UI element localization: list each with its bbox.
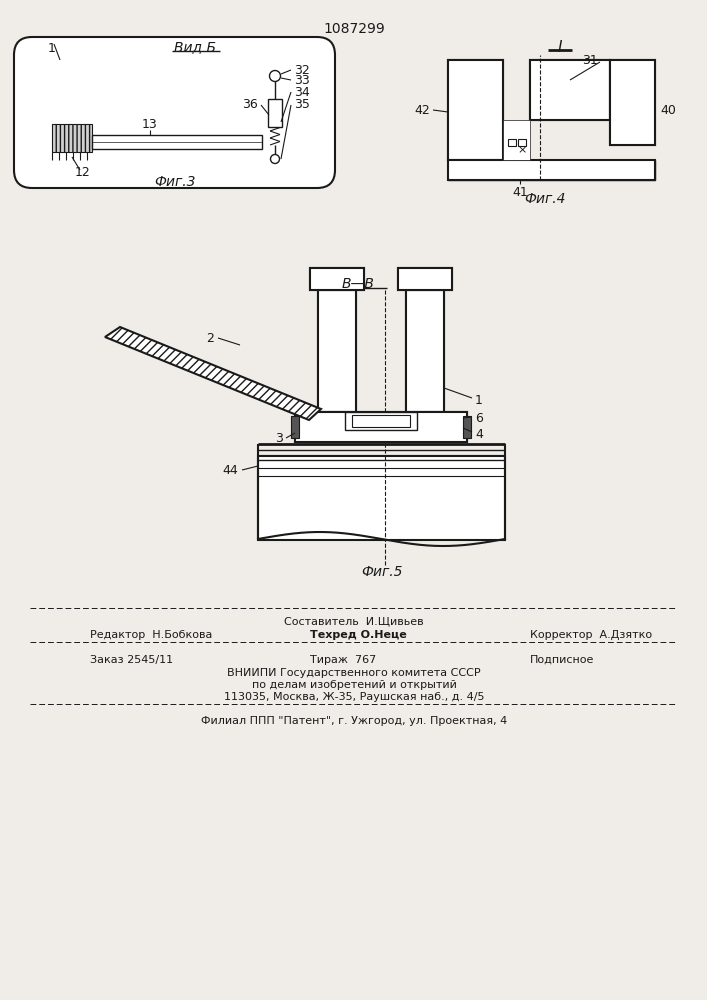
Text: Филиал ППП "Патент", г. Ужгород, ул. Проектная, 4: Филиал ППП "Патент", г. Ужгород, ул. Про…: [201, 716, 507, 726]
Text: Составитель  И.Щивьев: Составитель И.Щивьев: [284, 616, 423, 626]
Text: 36: 36: [243, 99, 258, 111]
Text: 1: 1: [48, 42, 56, 55]
Bar: [463, 416, 471, 438]
Text: 33: 33: [294, 74, 310, 87]
Text: 31: 31: [583, 53, 598, 66]
Bar: [518, 139, 526, 146]
Text: 6: 6: [475, 412, 483, 424]
Bar: [318, 290, 356, 412]
Text: Вид Б: Вид Б: [174, 40, 216, 54]
Bar: [318, 290, 356, 412]
Bar: [295, 412, 467, 442]
Text: Фиг.3: Фиг.3: [154, 175, 196, 189]
Bar: [448, 160, 655, 180]
Bar: [448, 160, 655, 180]
Bar: [503, 120, 530, 160]
Bar: [291, 416, 299, 438]
Bar: [258, 456, 505, 540]
Text: 34: 34: [294, 86, 310, 99]
Circle shape: [269, 70, 281, 82]
Text: 44: 44: [222, 464, 238, 477]
Bar: [52, 124, 92, 152]
Text: 1: 1: [475, 393, 483, 406]
Bar: [530, 60, 610, 120]
Text: ×: ×: [518, 145, 527, 155]
Bar: [398, 268, 452, 290]
Text: Фиг.5: Фиг.5: [361, 565, 403, 579]
Bar: [406, 290, 444, 412]
Circle shape: [271, 154, 279, 163]
Text: Заказ 2545/11: Заказ 2545/11: [90, 655, 173, 665]
Bar: [345, 412, 417, 430]
Text: I: I: [558, 40, 562, 55]
Bar: [398, 268, 452, 290]
Bar: [310, 268, 364, 290]
Text: В—В: В—В: [341, 277, 375, 291]
Bar: [448, 60, 503, 160]
Bar: [310, 268, 364, 290]
Text: Фиг.4: Фиг.4: [525, 192, 566, 206]
Bar: [92, 135, 262, 149]
Bar: [508, 139, 516, 146]
Text: 12: 12: [75, 165, 90, 178]
Bar: [295, 412, 467, 442]
Bar: [448, 60, 503, 160]
Text: ВНИИПИ Государственного комитета СССР: ВНИИПИ Государственного комитета СССР: [227, 668, 481, 678]
Text: Корректор  А.Дзятко: Корректор А.Дзятко: [530, 630, 652, 640]
Text: 42: 42: [414, 104, 430, 116]
Text: 13: 13: [142, 118, 158, 131]
Text: Техред О.Неце: Техред О.Неце: [310, 630, 407, 640]
Bar: [268, 99, 282, 127]
Text: Подписное: Подписное: [530, 655, 595, 665]
Text: Тираж  767: Тираж 767: [310, 655, 376, 665]
Text: 32: 32: [294, 64, 310, 77]
Bar: [610, 60, 655, 145]
Text: 41: 41: [512, 186, 528, 199]
Text: 1087299: 1087299: [323, 22, 385, 36]
FancyBboxPatch shape: [14, 37, 335, 188]
Bar: [406, 290, 444, 412]
Text: 35: 35: [294, 99, 310, 111]
Bar: [352, 415, 410, 427]
Polygon shape: [105, 327, 321, 420]
Text: 113035, Москва, Ж-35, Раушская наб., д. 4/5: 113035, Москва, Ж-35, Раушская наб., д. …: [223, 692, 484, 702]
Text: по делам изобретений и открытий: по делам изобретений и открытий: [252, 680, 457, 690]
Text: 40: 40: [660, 104, 676, 116]
Text: 3: 3: [275, 432, 283, 444]
Bar: [610, 60, 655, 145]
Text: Редактор  Н.Бобкова: Редактор Н.Бобкова: [90, 630, 212, 640]
Bar: [530, 60, 610, 120]
Text: 2: 2: [206, 332, 214, 344]
Text: 4: 4: [475, 428, 483, 440]
